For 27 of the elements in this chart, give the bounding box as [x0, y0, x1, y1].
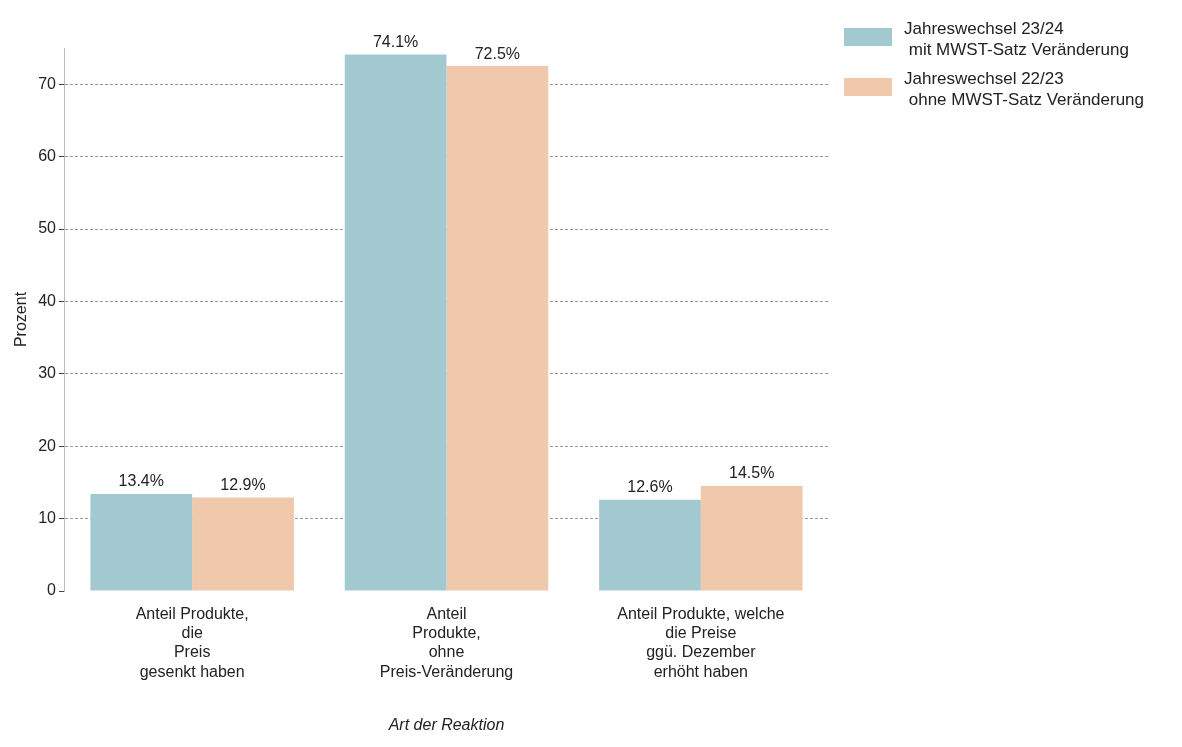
y-tick-label: 20	[38, 436, 57, 454]
x-tick-label: Anteil Produkte, ohne Preis-Veränderung	[379, 605, 514, 680]
bar	[599, 499, 701, 591]
y-tick-label: 0	[47, 581, 57, 599]
bar	[90, 493, 193, 591]
data-label: 12.9%	[220, 476, 266, 494]
y-axis-title: Prozent	[12, 291, 30, 348]
y-tick-label: 50	[38, 219, 57, 237]
legend-label: Jahreswechsel 23/24 mit MWST-Satz Veränderung	[904, 18, 1129, 60]
bar	[344, 54, 447, 591]
y-tick-label: 30	[38, 364, 57, 382]
x-tick-label: Anteil Produkte, die Preis gesenkt haben	[135, 605, 249, 680]
bar	[192, 497, 294, 591]
x-axis-title: Art der Reaktion	[387, 715, 505, 733]
data-label: 74.1%	[372, 32, 419, 50]
data-label: 13.4%	[118, 472, 164, 490]
legend-label: Jahreswechsel 22/23 ohne MWST-Satz Veränderung	[904, 68, 1145, 110]
bar	[700, 486, 803, 591]
bar	[446, 66, 549, 591]
y-tick-label: 60	[38, 147, 57, 165]
y-tick-label: 40	[38, 291, 57, 309]
data-label: 72.5%	[474, 44, 521, 62]
data-label: 12.6%	[627, 478, 673, 496]
y-tick-label: 10	[38, 509, 57, 527]
y-tick-label: 70	[38, 74, 57, 92]
x-tick-label: Anteil Produkte, welche die Preise ggü. Dezember erhöht haben	[617, 605, 785, 680]
data-label: 14.5%	[729, 464, 775, 482]
